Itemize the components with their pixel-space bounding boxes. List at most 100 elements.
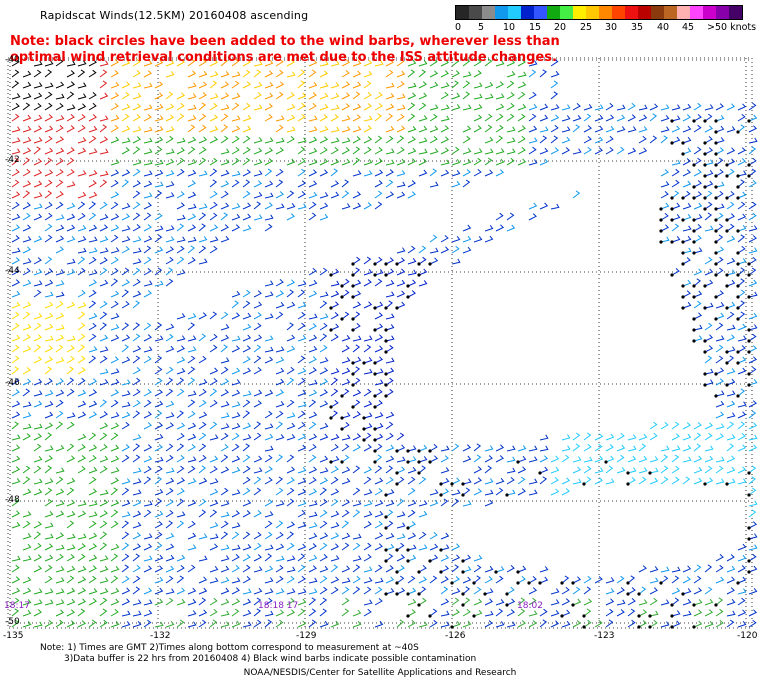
wind-barb [242, 59, 251, 67]
contamination-dot [384, 559, 388, 563]
wind-barb [682, 158, 691, 166]
wind-barb [198, 223, 206, 232]
wind-barb [429, 148, 439, 155]
wind-barb [99, 60, 109, 67]
wind-barb [407, 136, 416, 144]
wind-barb [341, 378, 351, 386]
wind-barb [176, 356, 186, 364]
wind-barb [715, 246, 725, 254]
wind-barb [704, 170, 714, 177]
wind-barb [33, 213, 43, 221]
wind-barb [88, 170, 98, 177]
wind-barb [176, 488, 185, 496]
contamination-dot [428, 460, 432, 464]
wind-barb [682, 257, 691, 265]
wind-barb [11, 400, 21, 408]
wind-barb [44, 510, 54, 518]
wind-barb [88, 135, 97, 144]
contamination-dot [747, 559, 751, 563]
wind-barb [583, 465, 592, 474]
wind-barb [176, 236, 186, 243]
contamination-dot [384, 328, 388, 332]
wind-barb [154, 434, 164, 441]
wind-barb [715, 103, 724, 111]
wind-barb [748, 146, 757, 155]
wind-barb [308, 147, 318, 155]
wind-barb [187, 203, 197, 210]
wind-barb [220, 92, 230, 100]
wind-barb [77, 565, 87, 573]
wind-barb [275, 619, 284, 628]
wind-barb [33, 125, 43, 133]
wind-barb [462, 125, 472, 133]
wind-barb [638, 620, 647, 628]
wind-barb [110, 356, 119, 364]
wind-barb [737, 356, 747, 364]
wind-barb [176, 587, 186, 595]
wind-barb [550, 455, 560, 463]
wind-barb [286, 322, 294, 331]
wind-barb [297, 168, 306, 177]
cb-label-45: 45 [682, 22, 695, 33]
wind-barb [385, 335, 395, 342]
wind-barb [121, 621, 131, 628]
colorbar-segment [729, 6, 742, 19]
wind-barb [231, 531, 240, 540]
wind-barb [143, 422, 152, 430]
wind-barb [231, 620, 241, 628]
wind-barb [209, 71, 219, 78]
contamination-dot [736, 174, 740, 178]
wind-barb [253, 91, 262, 100]
wind-barb [143, 609, 153, 617]
wind-barb [726, 378, 736, 386]
contamination-dot [351, 405, 355, 409]
wind-barb [726, 554, 735, 562]
wind-barb [154, 444, 163, 452]
wind-barb [242, 531, 251, 540]
cb-label-10: 10 [503, 22, 516, 33]
colorbar-segment [612, 6, 625, 19]
wind-barb [275, 555, 285, 562]
wind-barb [66, 81, 76, 89]
wind-barb [264, 588, 274, 595]
wind-barb [550, 203, 560, 210]
wind-barb [209, 478, 219, 485]
wind-barb [165, 554, 175, 562]
contamination-dot [747, 537, 751, 541]
wind-barb [143, 619, 152, 628]
wind-barb [44, 575, 53, 584]
wind-barb [407, 456, 417, 463]
wind-barb [693, 312, 703, 320]
wind-barb [99, 499, 109, 507]
wind-barb [286, 279, 296, 287]
wind-barb [484, 588, 494, 595]
wind-barb [88, 400, 98, 408]
wind-barb [451, 236, 461, 243]
wind-barb [165, 59, 175, 67]
wind-barb [385, 588, 395, 595]
wind-barb [341, 103, 350, 111]
wind-barb [627, 114, 636, 122]
wind-barb [132, 410, 141, 419]
wind-barb [66, 554, 75, 562]
wind-barb [583, 104, 593, 111]
wind-barb [319, 344, 328, 353]
wind-barb [242, 487, 251, 496]
wind-barb [11, 58, 20, 67]
wind-barb [110, 300, 119, 309]
wind-barb [253, 159, 263, 166]
wind-barb [220, 202, 230, 210]
wind-barb [176, 191, 185, 199]
wind-barb [99, 322, 107, 331]
wind-barb [22, 258, 32, 265]
wind-barb [253, 322, 262, 331]
wind-barb [528, 159, 538, 166]
wind-barb [484, 113, 493, 122]
wind-barb [165, 333, 174, 342]
contamination-dot [637, 592, 641, 596]
wind-barb [726, 478, 736, 485]
wind-barb [286, 487, 295, 496]
lon-label-135: -135 [3, 631, 24, 641]
wind-barb [737, 565, 746, 573]
wind-barb [627, 126, 637, 133]
